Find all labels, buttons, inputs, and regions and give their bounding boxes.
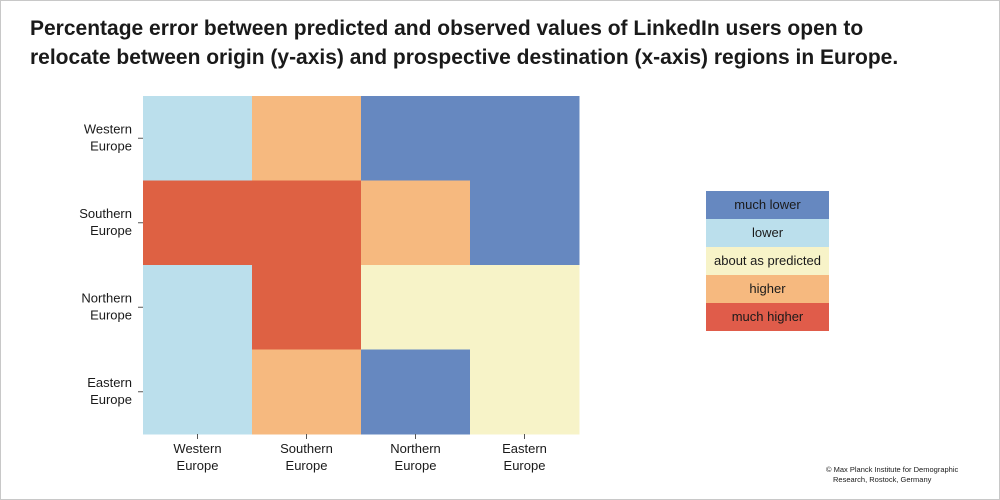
x-tick-label: Northern Europe [390,441,441,473]
y-tick-label: Southern Europe [79,206,132,238]
y-tick-label: Eastern Europe [87,375,132,407]
heatmap-cell [470,349,580,435]
legend-item: lower [706,219,829,247]
heatmap-cell [470,265,580,350]
title-line-1: Percentage error between predicted and o… [30,17,864,40]
heatmap-cell [361,180,471,266]
heatmap-cell [143,349,253,435]
heatmap-cell [143,180,253,266]
heatmap-cell [361,349,471,435]
x-tick-label: Eastern Europe [502,441,547,473]
legend-item: higher [706,275,829,303]
legend-item: about as predicted [706,247,829,275]
heatmap-cell [143,265,253,350]
credit-line-2: Research, Rostock, Germany [833,475,932,484]
heatmap-cell [252,265,362,350]
heatmap-cell [361,265,471,350]
legend: much lower lower about as predicted higher m… [706,191,829,331]
legend-item: much higher [706,303,829,331]
heatmap-cell [470,180,580,266]
title-line-2: relocate between origin (y-axis) and pro… [30,46,899,69]
x-tick-label: Western Europe [173,441,221,473]
chart-title: Percentage error between predicted and o… [30,14,990,72]
x-tick-label: Southern Europe [280,441,333,473]
y-tick-label: Western Europe [84,121,132,153]
heatmap-cell [252,96,362,181]
copyright-credit: © Max Planck Institute for Demographic R… [826,465,996,485]
heatmap-cell [361,96,471,181]
legend-item: much lower [706,191,829,219]
heatmap-cell [470,96,580,181]
heatmap-cell [252,180,362,266]
heatmap-cell [252,349,362,435]
credit-line-1: © Max Planck Institute for Demographic [826,465,959,474]
heatmap-cell [143,96,253,181]
y-tick-label: Northern Europe [81,290,132,322]
